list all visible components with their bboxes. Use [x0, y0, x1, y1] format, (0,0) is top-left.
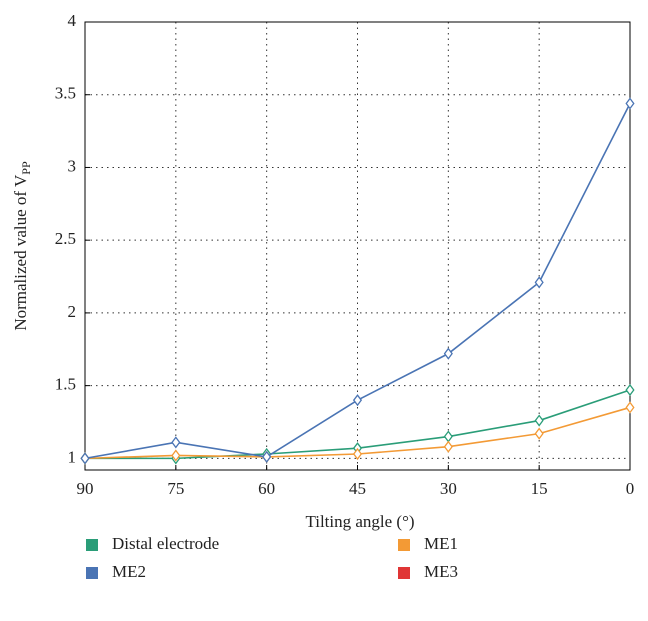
y-tick-label: 3	[68, 156, 77, 175]
point-marker	[625, 401, 635, 414]
point-marker	[534, 427, 544, 440]
legend-label: Distal electrode	[112, 534, 219, 553]
point-marker	[534, 414, 544, 427]
point-marker	[171, 449, 181, 462]
y-tick-label: 2	[68, 302, 77, 321]
legend-swatch	[398, 539, 410, 551]
x-tick-label: 30	[440, 479, 457, 498]
x-tick-label: 45	[349, 479, 366, 498]
point-marker	[443, 430, 453, 443]
point-marker	[625, 383, 635, 397]
x-axis-label: Tilting angle (°)	[305, 512, 414, 531]
y-axis-label-main: Normalized value of V	[11, 174, 30, 331]
y-axis-label: Normalized value of VPP	[11, 161, 33, 331]
legend-swatch	[86, 539, 98, 551]
legend-label: ME3	[424, 562, 458, 581]
y-tick-label: 4	[68, 11, 77, 30]
legend-swatch	[86, 567, 98, 579]
point-marker	[352, 447, 363, 461]
y-tick-label: 2.5	[55, 229, 76, 248]
point-marker	[80, 452, 90, 465]
x-tick-label: 60	[258, 479, 275, 498]
legend-label: ME2	[112, 562, 146, 581]
y-tick-label: 3.5	[55, 84, 76, 103]
x-tick-label: 90	[77, 479, 94, 498]
point-marker	[625, 97, 635, 110]
x-tick-label: 75	[167, 479, 184, 498]
y-tick-label: 1.5	[55, 375, 76, 394]
legend-label: ME1	[424, 534, 458, 553]
point-marker	[262, 450, 272, 463]
point-marker	[534, 276, 544, 289]
point-marker	[443, 440, 453, 453]
point-marker	[443, 347, 453, 360]
y-axis-label-sub: PP	[19, 161, 33, 175]
x-tick-label: 0	[626, 479, 635, 498]
legend-swatch	[398, 567, 410, 579]
point-marker	[352, 394, 363, 407]
plot-frame	[84, 21, 631, 471]
point-marker	[171, 436, 181, 449]
x-tick-label: 15	[531, 479, 548, 498]
y-tick-label: 1	[68, 447, 77, 466]
